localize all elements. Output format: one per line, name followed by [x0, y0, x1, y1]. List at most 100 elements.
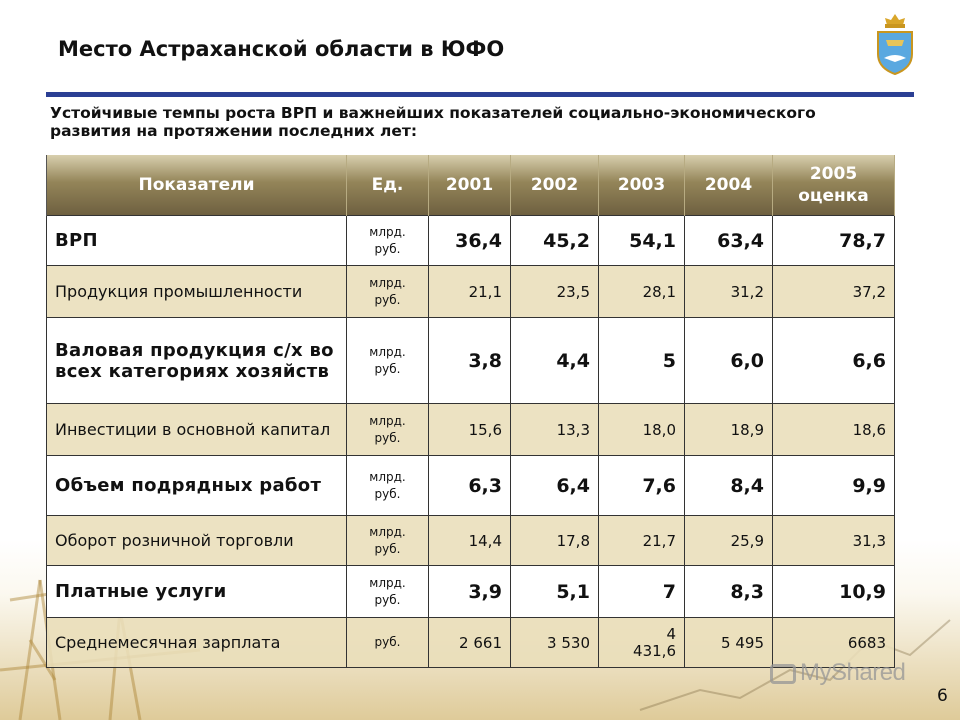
row-value-cell: 10,9 — [772, 565, 895, 618]
header-indicators: Показатели — [46, 155, 347, 216]
header-year-2004: 2004 — [684, 155, 773, 216]
coat-of-arms-icon — [877, 14, 913, 76]
row-value: 31,2 — [730, 282, 764, 301]
row-indicator-name: Продукция промышленности — [46, 265, 347, 318]
row-indicator-name: Среднемесячная зарплата — [46, 617, 347, 668]
row-value: 63,4 — [717, 229, 764, 252]
table-row: Валовая продукция с/х во всех категориях… — [46, 317, 895, 404]
row-indicator-name: ВРП — [46, 215, 347, 266]
row-value: 25,9 — [730, 531, 764, 550]
table-row: Объем подрядных работ млрд. руб. 6,3 6,4 7,6… — [46, 455, 895, 516]
row-value: 18,0 — [642, 420, 676, 439]
row-value-cell: 7,6 — [598, 455, 685, 516]
row-value: 3,8 — [468, 349, 502, 372]
row-value: 6,6 — [852, 349, 886, 372]
header-year-2005: 2005 оценка — [772, 155, 895, 216]
row-value-cell: 9,9 — [772, 455, 895, 516]
page-number: 6 — [937, 686, 948, 706]
row-value: 3,9 — [468, 580, 502, 603]
header-year-2005-text: 2005 оценка — [798, 164, 869, 206]
row-value-cell: 3,8 — [428, 317, 511, 404]
table-row: Продукция промышленности млрд. руб. 21,1 23… — [46, 265, 895, 318]
row-value-cell: 2 661 — [428, 617, 511, 668]
row-value-cell: 5 — [598, 317, 685, 404]
row-value: 17,8 — [556, 531, 590, 550]
row-value-cell: 8,3 — [684, 565, 773, 618]
row-value: 5 495 — [721, 633, 764, 652]
row-value-cell: 6,4 — [510, 455, 599, 516]
row-value: 21,1 — [468, 282, 502, 301]
row-value: 15,6 — [468, 420, 502, 439]
row-value: 54,1 — [629, 229, 676, 252]
watermark-text: MyShared — [800, 659, 906, 686]
row-value-cell: 6,6 — [772, 317, 895, 404]
table-row: Среднемесячная зарплата руб. 2 661 3 530 4 4… — [46, 617, 895, 668]
row-unit: млрд. руб. — [346, 317, 429, 404]
row-value: 6,4 — [556, 474, 590, 497]
header-unit: Ед. — [346, 155, 429, 216]
table-row: Платные услуги млрд. руб. 3,9 5,1 7 8,3 10,9 — [46, 565, 895, 618]
row-indicator-name: Валовая продукция с/х во всех категориях… — [46, 317, 347, 404]
row-value-cell: 21,7 — [598, 515, 685, 566]
row-value-cell: 5,1 — [510, 565, 599, 618]
row-value: 10,9 — [839, 580, 886, 603]
row-value: 6,0 — [730, 349, 764, 372]
row-value: 3 530 — [547, 633, 590, 652]
row-value: 18,9 — [730, 420, 764, 439]
row-value-cell: 17,8 — [510, 515, 599, 566]
row-value-cell: 31,3 — [772, 515, 895, 566]
row-value: 6,3 — [468, 474, 502, 497]
row-value: 36,4 — [455, 229, 502, 252]
row-value-cell: 6683 — [772, 617, 895, 668]
row-value-cell: 21,1 — [428, 265, 511, 318]
table-row: Оборот розничной торговли млрд. руб. 14,4 1… — [46, 515, 895, 566]
row-value: 18,6 — [852, 420, 886, 439]
table-header-row: Показатели Ед. 2001 2002 2003 2004 2005 … — [46, 155, 895, 216]
row-unit: руб. — [346, 617, 429, 668]
row-value-cell: 18,9 — [684, 403, 773, 456]
row-value-cell: 18,6 — [772, 403, 895, 456]
row-value-cell: 4,4 — [510, 317, 599, 404]
row-value-cell: 4 431,6 — [598, 617, 685, 668]
table-row: Инвестиции в основной капитал млрд. руб. 1… — [46, 403, 895, 456]
header-year-2002: 2002 — [510, 155, 599, 216]
row-value-cell: 25,9 — [684, 515, 773, 566]
row-unit: млрд. руб. — [346, 265, 429, 318]
row-value-cell: 6,3 — [428, 455, 511, 516]
row-value-cell: 6,0 — [684, 317, 773, 404]
row-value: 28,1 — [642, 282, 676, 301]
table-row: ВРП млрд. руб. 36,4 45,2 54,1 63,4 78,7 — [46, 215, 895, 266]
row-value-cell: 23,5 — [510, 265, 599, 318]
row-unit: млрд. руб. — [346, 455, 429, 516]
slide-subtitle: Устойчивые темпы роста ВРП и важнейших п… — [50, 104, 816, 140]
row-value: 13,3 — [556, 420, 590, 439]
row-value: 4 431,6 — [633, 624, 676, 660]
row-indicator-name: Инвестиции в основной капитал — [46, 403, 347, 456]
row-value: 7,6 — [642, 474, 676, 497]
row-value-cell: 54,1 — [598, 215, 685, 266]
row-value: 78,7 — [839, 229, 886, 252]
row-value-cell: 3 530 — [510, 617, 599, 668]
header-year-2003: 2003 — [598, 155, 685, 216]
row-indicator-name: Платные услуги — [46, 565, 347, 618]
slide-title: Место Астраханской области в ЮФО — [58, 37, 505, 61]
row-value: 31,3 — [852, 531, 886, 550]
row-value: 45,2 — [543, 229, 590, 252]
title-underline — [46, 92, 914, 97]
row-value-cell: 14,4 — [428, 515, 511, 566]
watermark: MyShared — [770, 659, 906, 687]
row-value: 4,4 — [556, 349, 590, 372]
row-value-cell: 28,1 — [598, 265, 685, 318]
row-value: 6683 — [847, 633, 886, 652]
row-value: 9,9 — [852, 474, 886, 497]
row-value: 21,7 — [642, 531, 676, 550]
row-value-cell: 31,2 — [684, 265, 773, 318]
row-value-cell: 63,4 — [684, 215, 773, 266]
row-value-cell: 45,2 — [510, 215, 599, 266]
row-value-cell: 13,3 — [510, 403, 599, 456]
row-value-cell: 5 495 — [684, 617, 773, 668]
row-value-cell: 15,6 — [428, 403, 511, 456]
row-value-cell: 7 — [598, 565, 685, 618]
row-value: 7 — [662, 580, 676, 603]
row-value: 14,4 — [468, 531, 502, 550]
